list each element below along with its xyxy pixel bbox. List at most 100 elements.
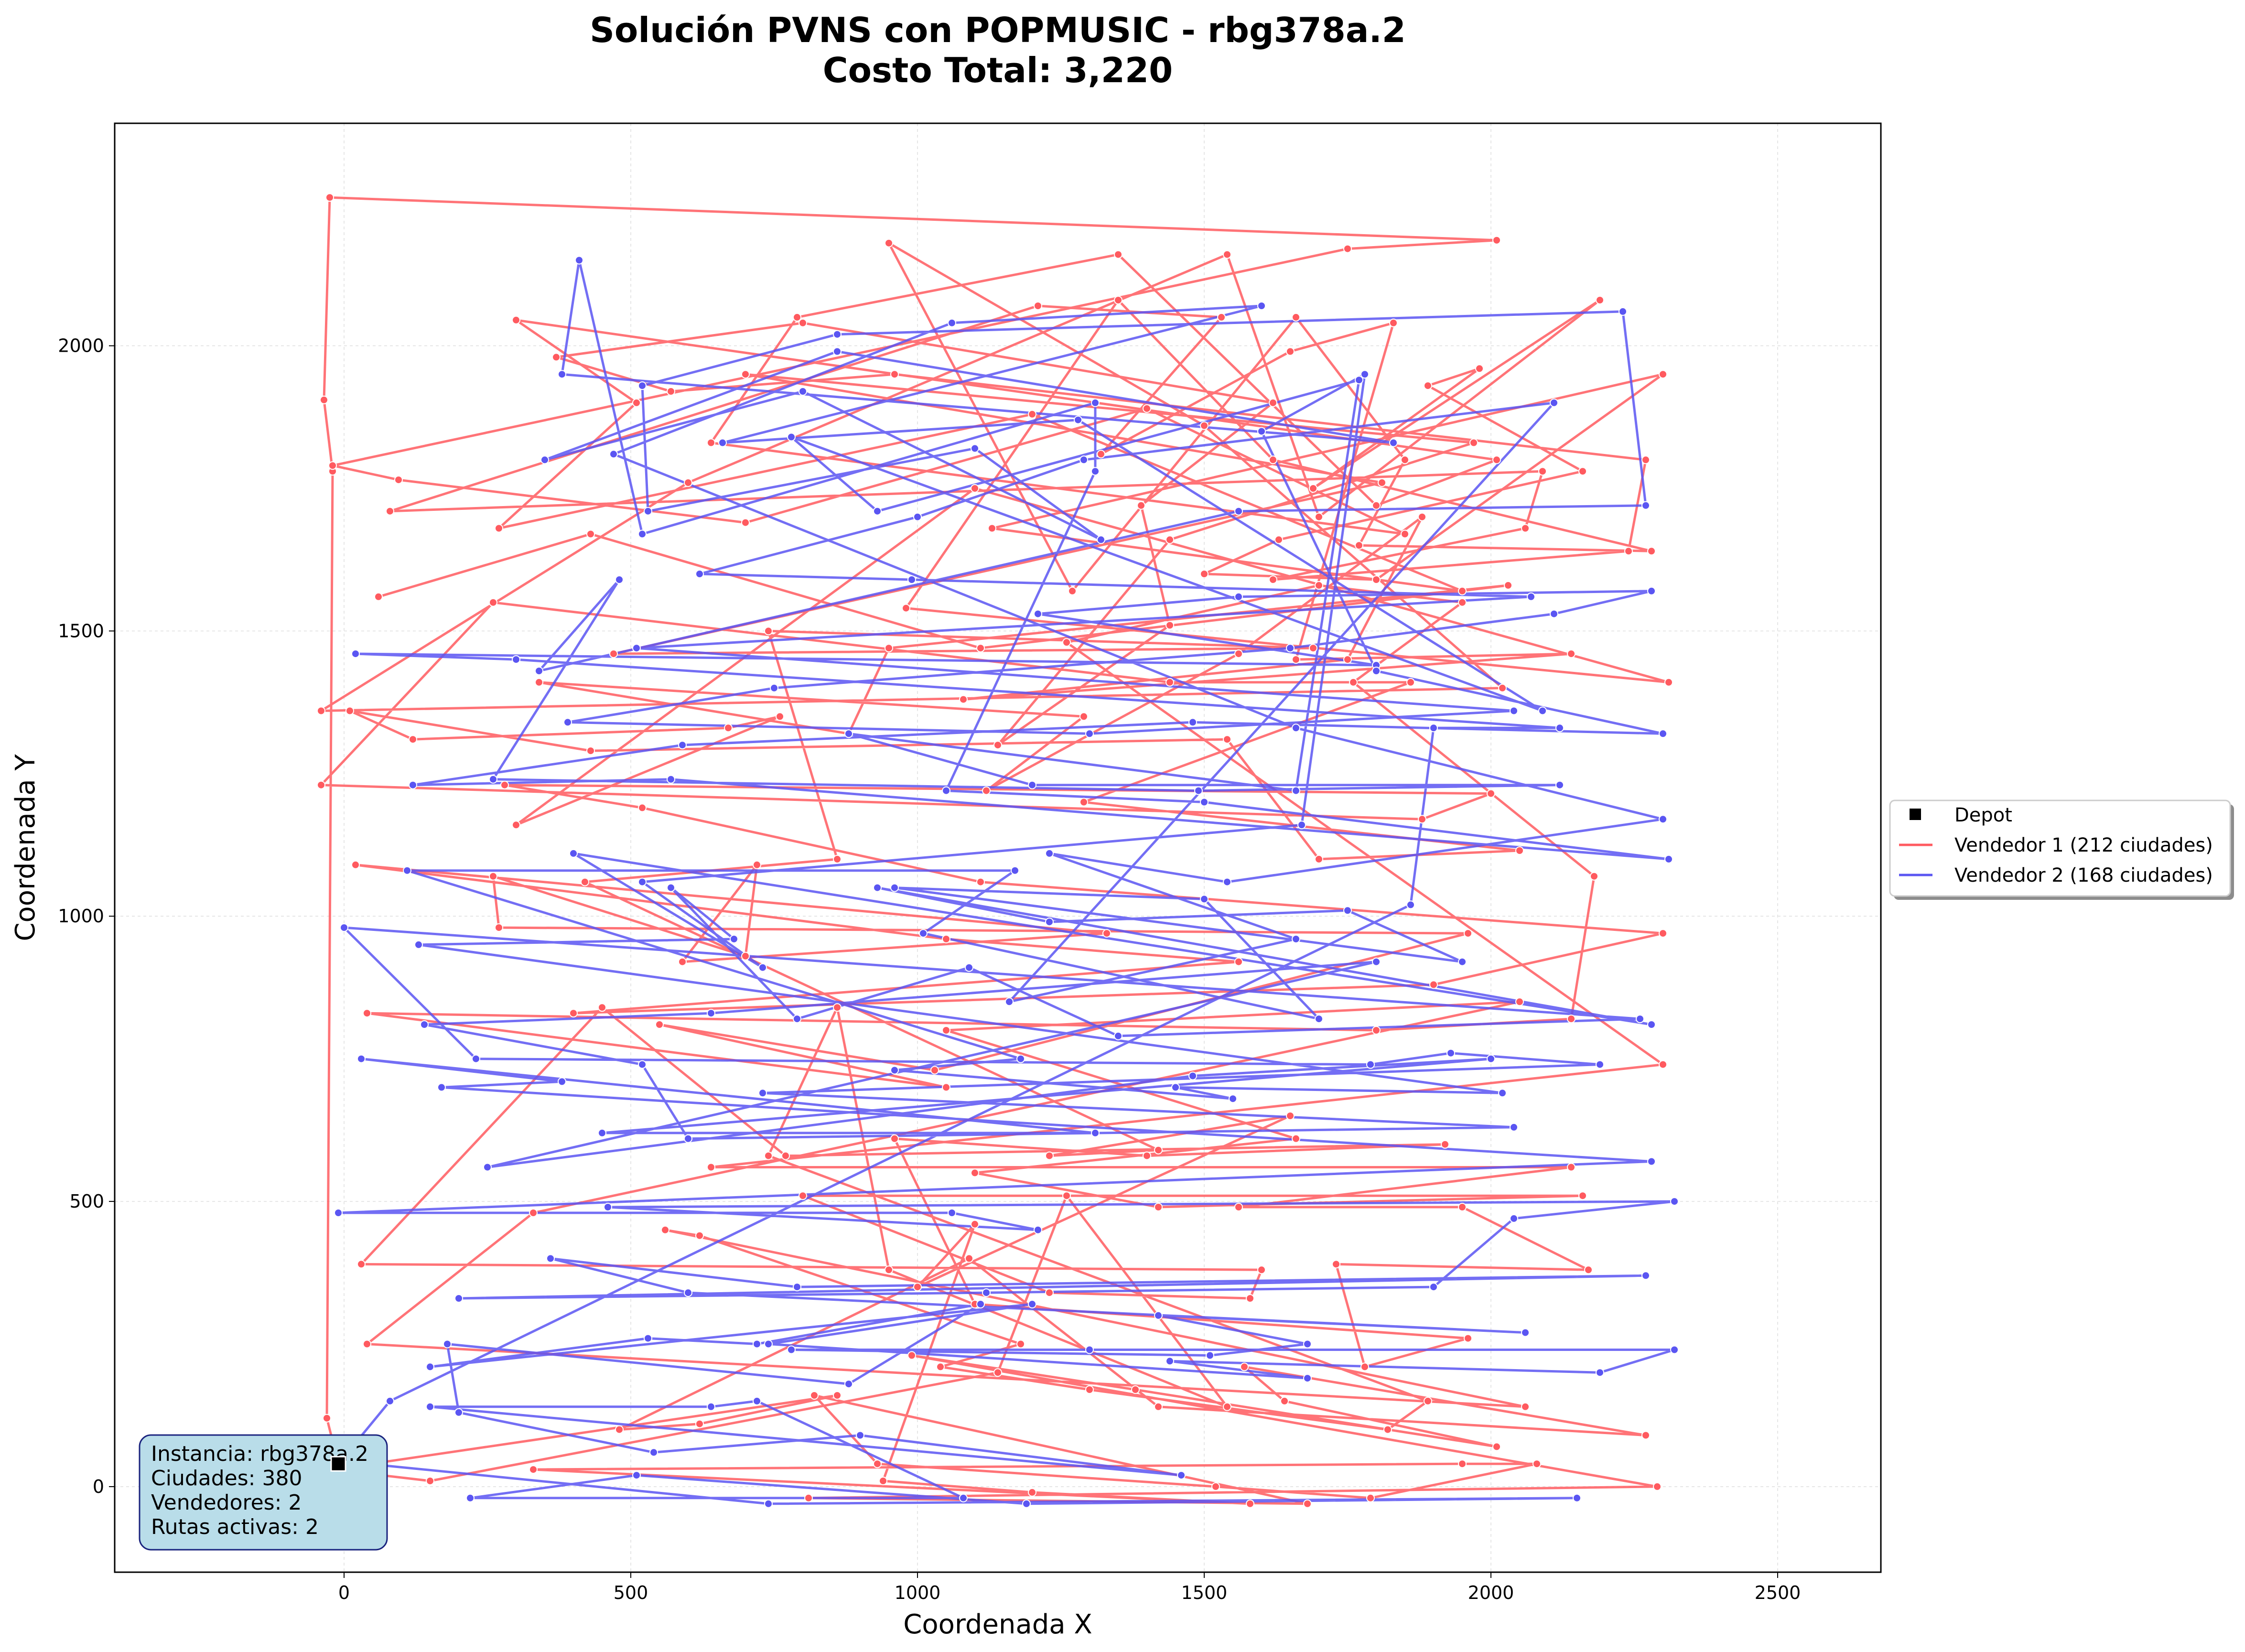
city-point-vendor-1 — [529, 1465, 538, 1474]
city-point-vendor-2 — [1188, 1071, 1197, 1080]
city-point-vendor-2 — [1521, 1328, 1530, 1337]
city-point-vendor-1 — [1401, 455, 1409, 464]
city-point-vendor-1 — [753, 860, 761, 869]
city-point-vendor-1 — [1429, 980, 1438, 989]
city-point-vendor-2 — [1034, 609, 1042, 618]
city-point-vendor-2 — [414, 940, 423, 949]
legend-vendor1-label: Vendedor 1 (212 ciudades) — [1954, 834, 2213, 856]
city-point-vendor-2 — [1177, 1471, 1186, 1480]
city-point-vendor-2 — [1664, 854, 1673, 864]
city-point-vendor-2 — [1527, 592, 1535, 601]
y-axis-label: Coordenada Y — [10, 754, 41, 941]
city-point-vendor-1 — [1200, 421, 1209, 430]
city-point-vendor-1 — [965, 1254, 973, 1263]
city-point-vendor-2 — [1550, 609, 1558, 618]
city-point-vendor-2 — [454, 1294, 463, 1303]
city-point-vendor-2 — [793, 1283, 801, 1292]
city-point-vendor-1 — [776, 712, 784, 721]
city-point-vendor-1 — [1418, 815, 1426, 824]
city-point-vendor-1 — [535, 678, 543, 687]
city-point-vendor-1 — [512, 315, 520, 324]
city-point-vendor-1 — [1028, 1488, 1036, 1497]
plot-background — [115, 123, 1881, 1572]
city-point-vendor-2 — [1510, 706, 1518, 715]
city-point-vendor-1 — [489, 598, 497, 607]
city-point-vendor-2 — [1538, 706, 1547, 715]
city-point-vendor-1 — [1332, 1260, 1340, 1269]
city-point-vendor-2 — [1200, 895, 1209, 904]
info-active-routes: Rutas activas: 2 — [151, 1515, 319, 1539]
city-point-vendor-1 — [833, 854, 842, 864]
city-point-vendor-2 — [1429, 1283, 1438, 1292]
city-point-vendor-2 — [1171, 1083, 1180, 1092]
city-point-vendor-1 — [489, 872, 497, 881]
city-point-vendor-1 — [500, 780, 509, 789]
city-point-vendor-2 — [632, 644, 641, 653]
city-point-vendor-1 — [552, 353, 561, 362]
city-point-vendor-1 — [873, 1459, 882, 1468]
city-point-vendor-2 — [1011, 866, 1019, 875]
city-point-vendor-2 — [1636, 1015, 1644, 1024]
city-point-vendor-1 — [741, 951, 750, 961]
city-point-vendor-2 — [575, 256, 583, 265]
city-point-vendor-2 — [764, 1499, 773, 1508]
city-point-vendor-2 — [454, 1408, 463, 1417]
city-point-vendor-2 — [1355, 376, 1363, 385]
city-point-vendor-1 — [993, 1368, 1002, 1377]
city-point-vendor-2 — [558, 1077, 566, 1086]
city-point-vendor-1 — [1143, 404, 1151, 413]
y-tick-label: 1000 — [58, 906, 104, 927]
city-point-vendor-1 — [799, 1191, 807, 1200]
city-point-vendor-1 — [1343, 244, 1352, 253]
city-point-vendor-1 — [1257, 1265, 1266, 1274]
city-point-vendor-1 — [320, 395, 328, 404]
city-point-vendor-1 — [1234, 1203, 1243, 1211]
city-point-vendor-1 — [1234, 957, 1243, 966]
city-point-vendor-2 — [420, 1020, 429, 1029]
city-point-vendor-2 — [1292, 786, 1300, 795]
city-point-vendor-2 — [1372, 667, 1381, 675]
city-point-vendor-1 — [1383, 1425, 1392, 1434]
city-point-vendor-1 — [1085, 1385, 1094, 1394]
y-axis-ticks: 0 500 1000 1500 2000 — [58, 335, 115, 1497]
city-point-vendor-1 — [1372, 1026, 1381, 1035]
city-point-vendor-2 — [948, 1209, 956, 1217]
city-point-vendor-2 — [1188, 718, 1197, 727]
city-point-vendor-2 — [1647, 1157, 1656, 1166]
city-point-vendor-1 — [1343, 655, 1352, 664]
city-point-vendor-1 — [317, 706, 325, 715]
city-point-vendor-1 — [1590, 872, 1598, 881]
city-point-vendor-1 — [1062, 1191, 1071, 1200]
city-point-vendor-1 — [885, 238, 893, 248]
chart-subtitle: Costo Total: 3,220 — [823, 50, 1173, 90]
city-point-vendor-1 — [885, 1265, 893, 1274]
city-point-vendor-2 — [833, 347, 842, 356]
city-point-vendor-2 — [1286, 644, 1295, 653]
city-point-vendor-1 — [569, 1009, 578, 1018]
city-point-vendor-1 — [1292, 313, 1300, 322]
city-point-vendor-2 — [793, 1015, 801, 1024]
city-point-vendor-1 — [741, 518, 750, 527]
city-point-vendor-2 — [569, 849, 578, 858]
city-point-vendor-2 — [563, 718, 572, 727]
legend-depot-marker — [1910, 809, 1921, 820]
city-point-vendor-2 — [1229, 1094, 1237, 1103]
city-point-vendor-2 — [907, 575, 916, 584]
city-point-vendor-2 — [758, 963, 767, 972]
city-point-vendor-1 — [1246, 1499, 1254, 1508]
city-point-vendor-2 — [638, 1060, 647, 1069]
city-point-vendor-2 — [649, 1448, 658, 1457]
city-point-vendor-1 — [1464, 929, 1472, 938]
city-point-vendor-2 — [1091, 398, 1100, 407]
city-point-vendor-2 — [340, 923, 348, 932]
city-point-vendor-1 — [1246, 1294, 1254, 1303]
city-point-vendor-1 — [930, 1066, 939, 1075]
city-point-vendor-2 — [1487, 1054, 1495, 1063]
city-point-vendor-2 — [1670, 1345, 1679, 1354]
city-point-vendor-1 — [781, 1151, 790, 1160]
city-point-vendor-1 — [363, 1339, 371, 1349]
city-point-vendor-1 — [1475, 364, 1484, 373]
city-point-vendor-1 — [1441, 1140, 1449, 1149]
city-point-vendor-1 — [695, 1419, 704, 1428]
